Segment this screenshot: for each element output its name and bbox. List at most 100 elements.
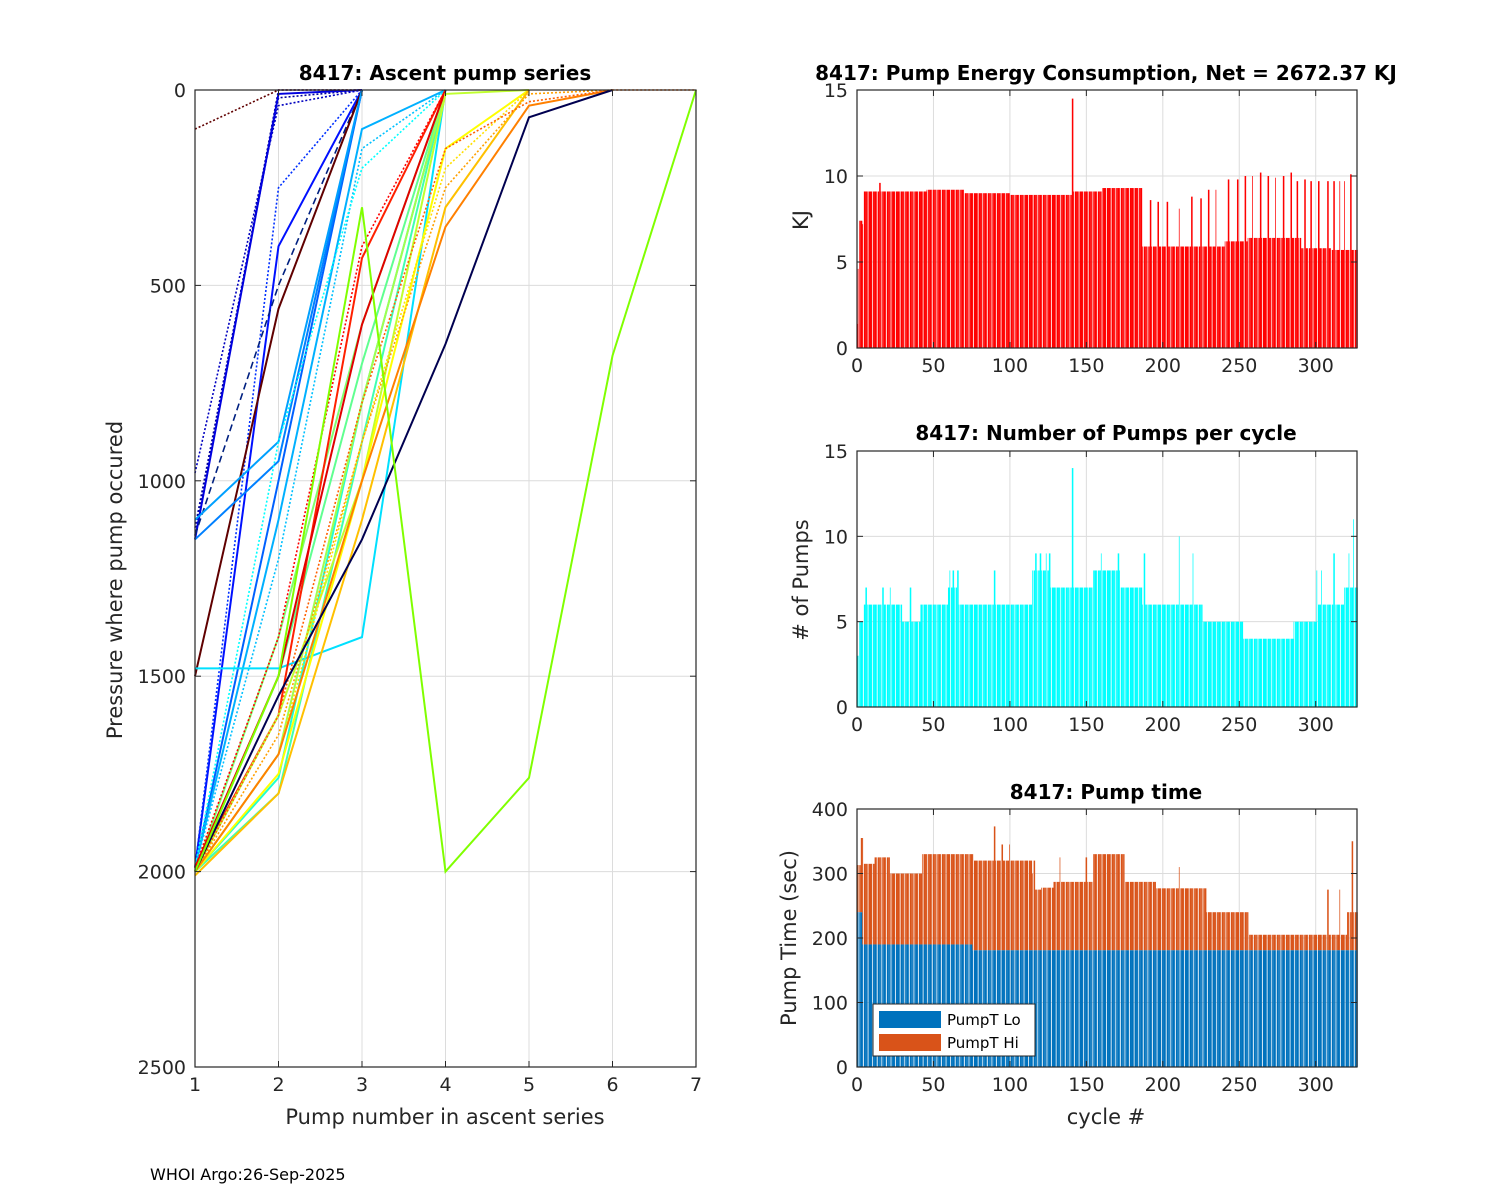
pump-energy-axes: 0 50 100 150 200 250 300 0 5 10 15 8417: Pump Ener… bbox=[789, 61, 1397, 377]
bar bbox=[857, 268, 859, 348]
bar bbox=[1247, 237, 1249, 348]
bar bbox=[983, 604, 985, 707]
bar-pumpt-lo bbox=[1191, 950, 1193, 1067]
bar bbox=[1269, 237, 1271, 348]
bar bbox=[877, 604, 880, 707]
bar-pumpt-hi bbox=[931, 854, 932, 945]
bar bbox=[1058, 194, 1060, 348]
bar-pumpt-lo bbox=[1264, 950, 1267, 1067]
bar bbox=[987, 604, 990, 707]
bar-pumpt-lo bbox=[1197, 950, 1198, 1067]
bar bbox=[1259, 638, 1262, 707]
bar bbox=[1142, 246, 1143, 348]
bar bbox=[908, 621, 909, 707]
bar bbox=[891, 604, 893, 707]
bar-pumpt-hi bbox=[888, 857, 890, 945]
bar-pumpt-lo bbox=[1126, 950, 1129, 1067]
bar bbox=[1236, 621, 1239, 707]
bar bbox=[1125, 587, 1127, 707]
bar bbox=[1163, 604, 1166, 707]
bar-pumpt-hi bbox=[1010, 860, 1013, 951]
bar bbox=[954, 189, 955, 348]
bar bbox=[897, 604, 900, 707]
bar bbox=[1067, 587, 1069, 707]
bar bbox=[949, 570, 951, 707]
bar bbox=[1256, 237, 1258, 348]
bar-pumpt-hi bbox=[1229, 912, 1231, 951]
bar bbox=[1013, 604, 1015, 707]
ascent-ticks: 1 2 3 4 5 6 7 0 500 1000 1500 2000 2500 bbox=[138, 80, 702, 1096]
bar-pumpt-hi bbox=[1250, 934, 1253, 951]
bar-pumpt-hi bbox=[1042, 887, 1045, 951]
bar bbox=[860, 621, 863, 707]
bar bbox=[1262, 638, 1265, 707]
bar-pumpt-lo bbox=[1212, 950, 1215, 1067]
bar-pumpt-hi bbox=[1227, 912, 1230, 951]
bar-pumpt-hi bbox=[1345, 934, 1348, 951]
bar-pumpt-hi bbox=[966, 854, 968, 945]
bar bbox=[1249, 237, 1251, 348]
bar-pumpt-lo bbox=[1163, 950, 1166, 1067]
bar bbox=[1152, 604, 1155, 707]
bar-pumpt-lo bbox=[1088, 950, 1091, 1067]
bar bbox=[1209, 621, 1211, 707]
bar bbox=[960, 189, 962, 348]
bar-pumpt-hi bbox=[1178, 867, 1180, 951]
bar bbox=[1339, 604, 1341, 707]
ascent-pump-series-axes: 1 2 3 4 5 6 7 0 500 1000 1500 2000 2500 8417: Ascent… bbox=[103, 61, 702, 1129]
bar-pumpt-lo bbox=[1210, 950, 1212, 1067]
bar bbox=[1188, 604, 1189, 707]
bar bbox=[1296, 181, 1299, 348]
bar bbox=[973, 604, 976, 707]
bar-pumpt-hi bbox=[1261, 934, 1263, 951]
bar bbox=[957, 570, 959, 707]
bar bbox=[871, 604, 873, 707]
bar bbox=[1059, 587, 1061, 707]
bar-pumpt-lo bbox=[1273, 950, 1276, 1067]
bar bbox=[1039, 553, 1042, 707]
bar bbox=[1099, 191, 1101, 348]
bar bbox=[1143, 246, 1146, 348]
bar bbox=[1169, 246, 1171, 348]
bar bbox=[1042, 194, 1045, 348]
bar bbox=[895, 191, 898, 348]
bar bbox=[967, 193, 969, 348]
bar bbox=[1350, 174, 1352, 348]
bar-pumpt-hi bbox=[1174, 888, 1176, 951]
bar-pumpt-hi bbox=[1210, 912, 1212, 951]
bar bbox=[1111, 570, 1114, 707]
bar bbox=[886, 191, 889, 348]
bar bbox=[1082, 587, 1084, 707]
bar-pumpt-hi bbox=[1339, 889, 1341, 951]
bar bbox=[1183, 246, 1185, 348]
bar bbox=[1065, 194, 1068, 348]
bar bbox=[911, 191, 913, 348]
bar-pumpt-lo bbox=[1249, 950, 1251, 1067]
bar-pumpt-hi bbox=[1073, 881, 1075, 951]
bar-pumpt-lo bbox=[868, 944, 870, 1067]
bar bbox=[989, 193, 991, 348]
bar bbox=[1304, 621, 1306, 707]
bar-pumpt-lo bbox=[1270, 950, 1272, 1067]
bar-pumpt-hi bbox=[1116, 854, 1118, 951]
bar-pumpt-hi bbox=[1304, 934, 1306, 951]
bar bbox=[972, 604, 974, 707]
bar bbox=[889, 191, 891, 348]
bar bbox=[1045, 194, 1047, 348]
x-tick-label: 150 bbox=[1068, 1074, 1104, 1096]
bar bbox=[880, 191, 882, 348]
bar bbox=[1041, 570, 1042, 707]
bar-pumpt-lo bbox=[857, 912, 859, 1067]
bar bbox=[937, 604, 939, 707]
bar bbox=[1340, 604, 1343, 707]
bar-pumpt-lo bbox=[1316, 950, 1318, 1067]
bar bbox=[1025, 194, 1028, 348]
bar-pumpt-hi bbox=[984, 860, 987, 951]
bar bbox=[1097, 191, 1100, 348]
bar bbox=[889, 587, 891, 707]
bar-pumpt-hi bbox=[1288, 934, 1290, 951]
bar bbox=[1122, 188, 1124, 348]
bar bbox=[1145, 246, 1147, 348]
bar bbox=[1206, 621, 1208, 707]
bar bbox=[1307, 248, 1309, 348]
